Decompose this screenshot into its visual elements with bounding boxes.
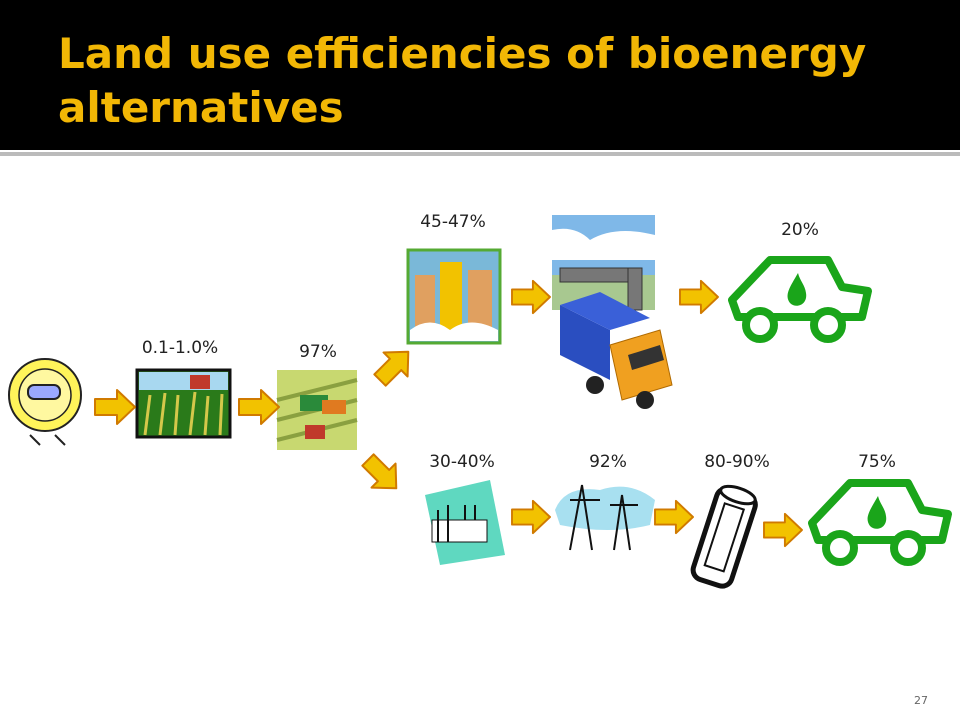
- slide-title: Land use efficiencies of bioenergy: [58, 29, 866, 78]
- slide-title: alternatives: [58, 83, 344, 132]
- efficiency-label: 92%: [589, 452, 627, 472]
- power-lines-icon: [555, 484, 655, 551]
- battery-icon: [690, 484, 758, 589]
- truck-icon: [560, 292, 673, 409]
- sun-icon: [8, 358, 82, 446]
- efficiency-label: 97%: [299, 342, 337, 362]
- car-icon: [732, 260, 868, 339]
- efficiency-label: 30-40%: [429, 452, 495, 472]
- efficiency-label: 45-47%: [420, 212, 486, 232]
- header-rule: [0, 152, 960, 156]
- efficiency-label: 20%: [781, 220, 819, 240]
- harvester-icon: [276, 370, 358, 450]
- page-number: 27: [914, 694, 928, 707]
- refinery-icon: [406, 248, 502, 345]
- efficiency-label: 0.1-1.0%: [142, 338, 218, 358]
- efficiency-label: 75%: [858, 452, 896, 472]
- power-plant-icon: [425, 480, 505, 565]
- efficiency-label: 80-90%: [704, 452, 770, 472]
- cornfield-icon: [135, 368, 232, 439]
- car-icon: [812, 483, 948, 562]
- header-bar: [0, 0, 960, 150]
